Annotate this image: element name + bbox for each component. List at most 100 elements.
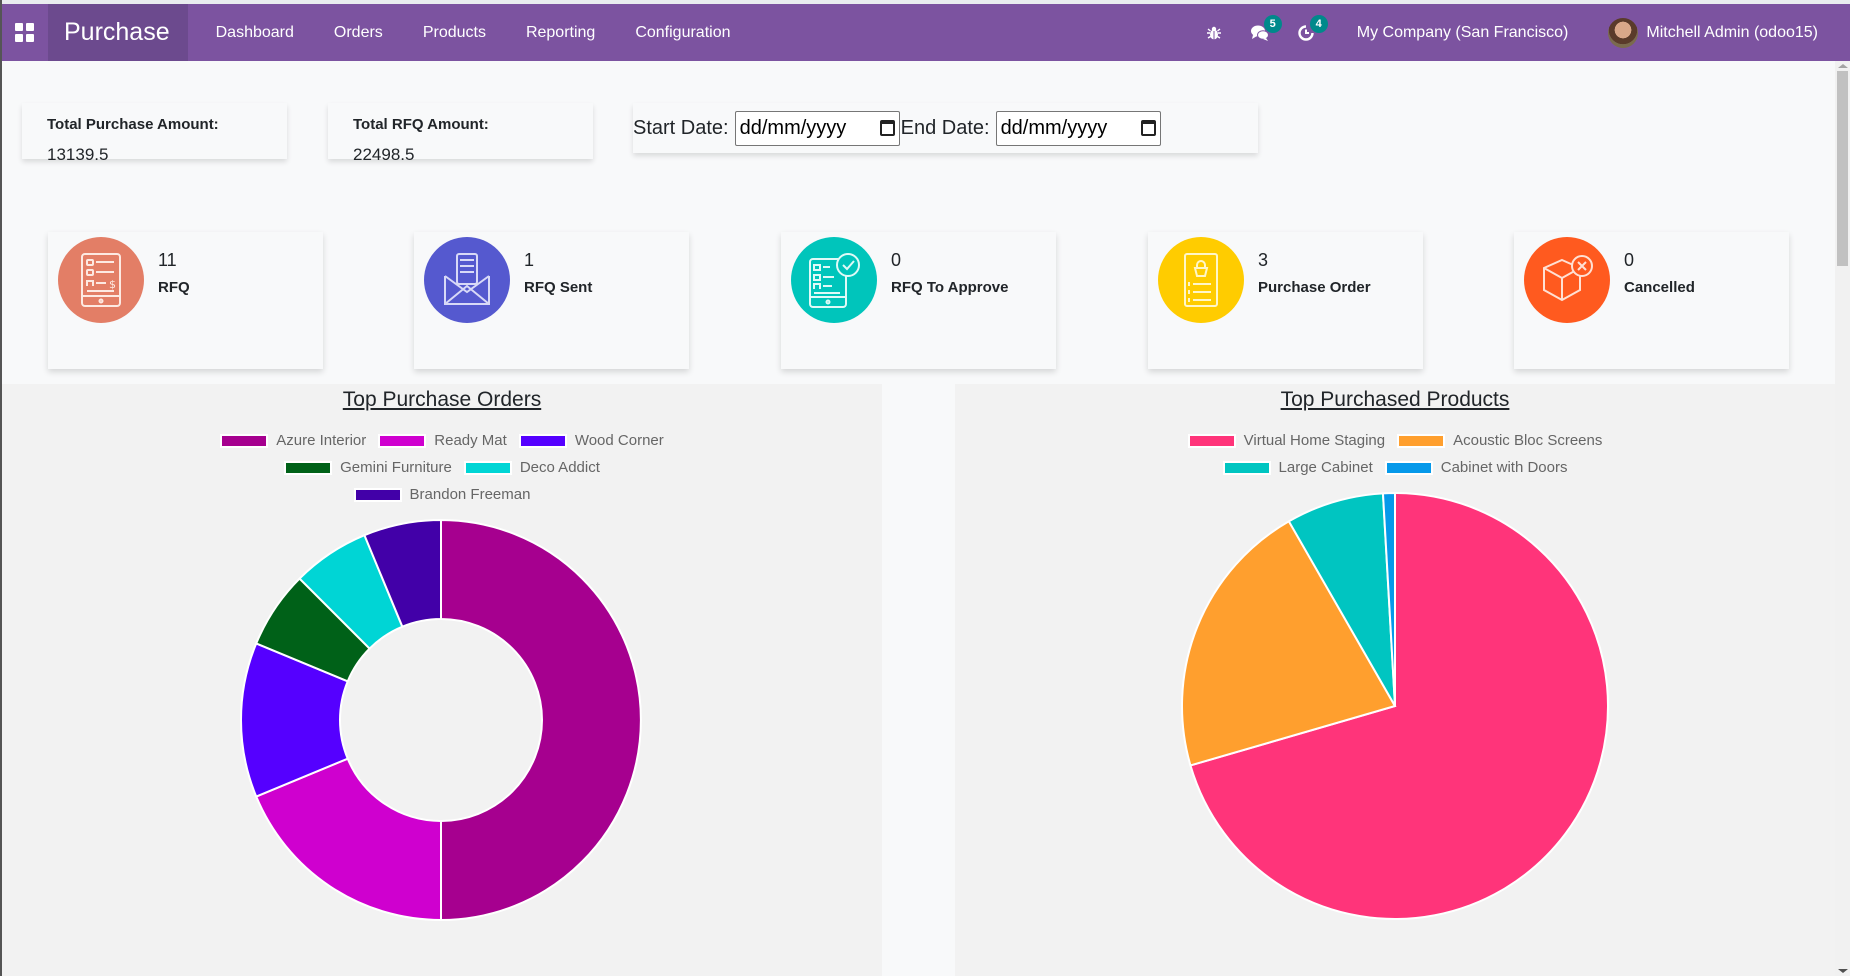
stat-count: 11 — [158, 250, 177, 270]
cancelled-box-icon — [1543, 255, 1593, 302]
legend-item[interactable]: Cabinet with Doors — [1384, 459, 1568, 476]
window-left-edge — [0, 0, 2, 976]
debug-button[interactable] — [1201, 20, 1227, 46]
slice-cabinet-with-doors[interactable] — [1381, 491, 1396, 707]
stat-card-purchase-order[interactable]: 3 Purchase Order — [1148, 232, 1423, 369]
menu-reporting[interactable]: Reporting — [525, 24, 596, 41]
main-menu: Dashboard Orders Products Reporting Conf… — [196, 4, 751, 61]
start-date-label: Start Date: — [633, 116, 729, 139]
total-rfq-card: Total RFQ Amount: 22498.5 — [328, 103, 593, 164]
slice-virtual-home-staging[interactable] — [1189, 491, 1609, 920]
stat-card-rfq-to-approve[interactable]: 0 RFQ To Approve — [781, 232, 1056, 369]
legend-label: Cabinet with Doors — [1440, 459, 1568, 476]
total-purchase-value: 13139.5 — [47, 145, 109, 164]
scroll-up-arrow-icon[interactable] — [1838, 64, 1848, 68]
rfq-document-icon: $ — [81, 253, 121, 307]
apps-menu-button[interactable] — [2, 4, 46, 61]
legend-swatch — [1384, 460, 1433, 475]
date-filter: Start Date: dd/mm/yyyy End Date: dd/mm/y… — [633, 103, 1258, 153]
browser-top-strip — [0, 0, 1850, 4]
stat-label: Cancelled — [1624, 279, 1695, 296]
stat-count: 1 — [524, 250, 535, 270]
legend-swatch — [1397, 433, 1446, 448]
page-scrollbar[interactable] — [1835, 61, 1850, 976]
stat-card-rfq-sent[interactable]: 1 RFQ Sent — [414, 232, 689, 369]
stat-icon-circle — [1158, 237, 1244, 323]
legend-label: Acoustic Bloc Screens — [1453, 432, 1603, 449]
stat-icon-circle — [424, 237, 510, 323]
stat-icon-circle — [791, 237, 877, 323]
legend-item[interactable]: Gemini Furniture — [284, 459, 452, 476]
legend-label: Azure Interior — [276, 432, 367, 449]
end-date-label: End Date: — [900, 116, 990, 139]
stat-label: RFQ — [158, 279, 190, 296]
stat-count: 0 — [891, 250, 902, 270]
stat-label: Purchase Order — [1258, 279, 1371, 296]
legend-label: Brandon Freeman — [409, 486, 531, 503]
legend-item[interactable]: Deco Addict — [463, 459, 600, 476]
end-date-placeholder: dd/mm/yyyy — [1000, 116, 1108, 139]
approve-document-icon — [809, 253, 860, 308]
legend-swatch — [463, 460, 512, 475]
calendar-icon[interactable] — [879, 120, 895, 136]
user-avatar[interactable] — [1608, 17, 1639, 48]
legend-item[interactable]: Acoustic Bloc Screens — [1397, 432, 1602, 449]
chart-legend-row: Gemini Furniture Deco Addict — [2, 459, 882, 476]
chart-title: Top Purchased Products — [1280, 388, 1510, 411]
legend-item[interactable]: Wood Corner — [518, 432, 664, 449]
top-navbar: Purchase Dashboard Orders Products Repor… — [2, 4, 1850, 61]
scrollbar-thumb[interactable] — [1837, 71, 1848, 266]
legend-swatch — [518, 433, 567, 448]
stat-label: RFQ Sent — [524, 279, 593, 296]
menu-products[interactable]: Products — [422, 24, 486, 41]
menu-dashboard[interactable]: Dashboard — [215, 24, 294, 41]
start-date-placeholder: dd/mm/yyyy — [739, 116, 847, 139]
activities-button[interactable]: 4 — [1293, 14, 1328, 46]
pie-chart — [1181, 491, 1609, 920]
stat-card-rfq[interactable]: $ 11 RFQ — [48, 232, 323, 369]
stat-count: 3 — [1258, 250, 1269, 270]
user-menu[interactable]: Mitchell Admin (odoo15) — [1646, 23, 1818, 41]
chart-legend-row: Azure Interior Ready Mat Wood Corner — [2, 432, 882, 449]
apps-grid-icon — [14, 23, 34, 42]
legend-item[interactable]: Virtual Home Staging — [1187, 432, 1385, 449]
slice-brandon-freeman[interactable] — [363, 518, 442, 628]
messages-badge: 5 — [1263, 14, 1282, 33]
start-date-input[interactable]: dd/mm/yyyy — [734, 110, 900, 146]
scroll-down-arrow-icon[interactable] — [1838, 969, 1848, 973]
top-purchased-products-panel: Top Purchased Products Virtual Home Stag… — [955, 384, 1835, 976]
legend-label: Ready Mat — [434, 432, 507, 449]
stat-card-cancelled[interactable]: 0 Cancelled — [1514, 232, 1789, 369]
slice-azure-interior[interactable] — [440, 518, 642, 922]
legend-label: Wood Corner — [574, 432, 664, 449]
legend-swatch — [1187, 433, 1236, 448]
chart-title: Top Purchase Orders — [342, 388, 542, 411]
messages-button[interactable]: 5 — [1247, 14, 1282, 46]
legend-item[interactable]: Ready Mat — [378, 432, 507, 449]
menu-configuration[interactable]: Configuration — [635, 24, 731, 41]
end-date-input[interactable]: dd/mm/yyyy — [995, 110, 1161, 146]
legend-swatch — [353, 487, 402, 502]
menu-orders[interactable]: Orders — [333, 24, 383, 41]
chart-legend-row: Brandon Freeman — [2, 486, 882, 503]
company-switcher[interactable]: My Company (San Francisco) — [1356, 23, 1569, 41]
donut-chart — [240, 518, 642, 922]
chat-icon — [1250, 25, 1269, 41]
slice-ready-mat[interactable] — [254, 757, 442, 922]
stat-icon-circle: $ — [58, 237, 144, 323]
calendar-icon[interactable] — [1140, 120, 1156, 136]
total-rfq-value: 22498.5 — [353, 145, 415, 164]
app-brand[interactable]: Purchase — [48, 4, 188, 61]
legend-swatch — [378, 433, 427, 448]
svg-text:$: $ — [109, 278, 116, 291]
top-purchase-orders-panel: Top Purchase Orders Azure Interior Ready… — [2, 384, 882, 976]
legend-item[interactable]: Large Cabinet — [1222, 459, 1373, 476]
envelope-document-icon — [444, 253, 490, 305]
stat-label: RFQ To Approve — [891, 279, 1009, 296]
legend-label: Large Cabinet — [1278, 459, 1373, 476]
slice-large-cabinet[interactable] — [1287, 492, 1396, 707]
slice-acoustic-bloc-screens[interactable] — [1181, 519, 1397, 767]
navbar-systray: 5 4 My Company (San Francisco) Mitchell … — [1191, 4, 1850, 61]
legend-item[interactable]: Brandon Freeman — [353, 486, 531, 503]
legend-item[interactable]: Azure Interior — [220, 432, 366, 449]
